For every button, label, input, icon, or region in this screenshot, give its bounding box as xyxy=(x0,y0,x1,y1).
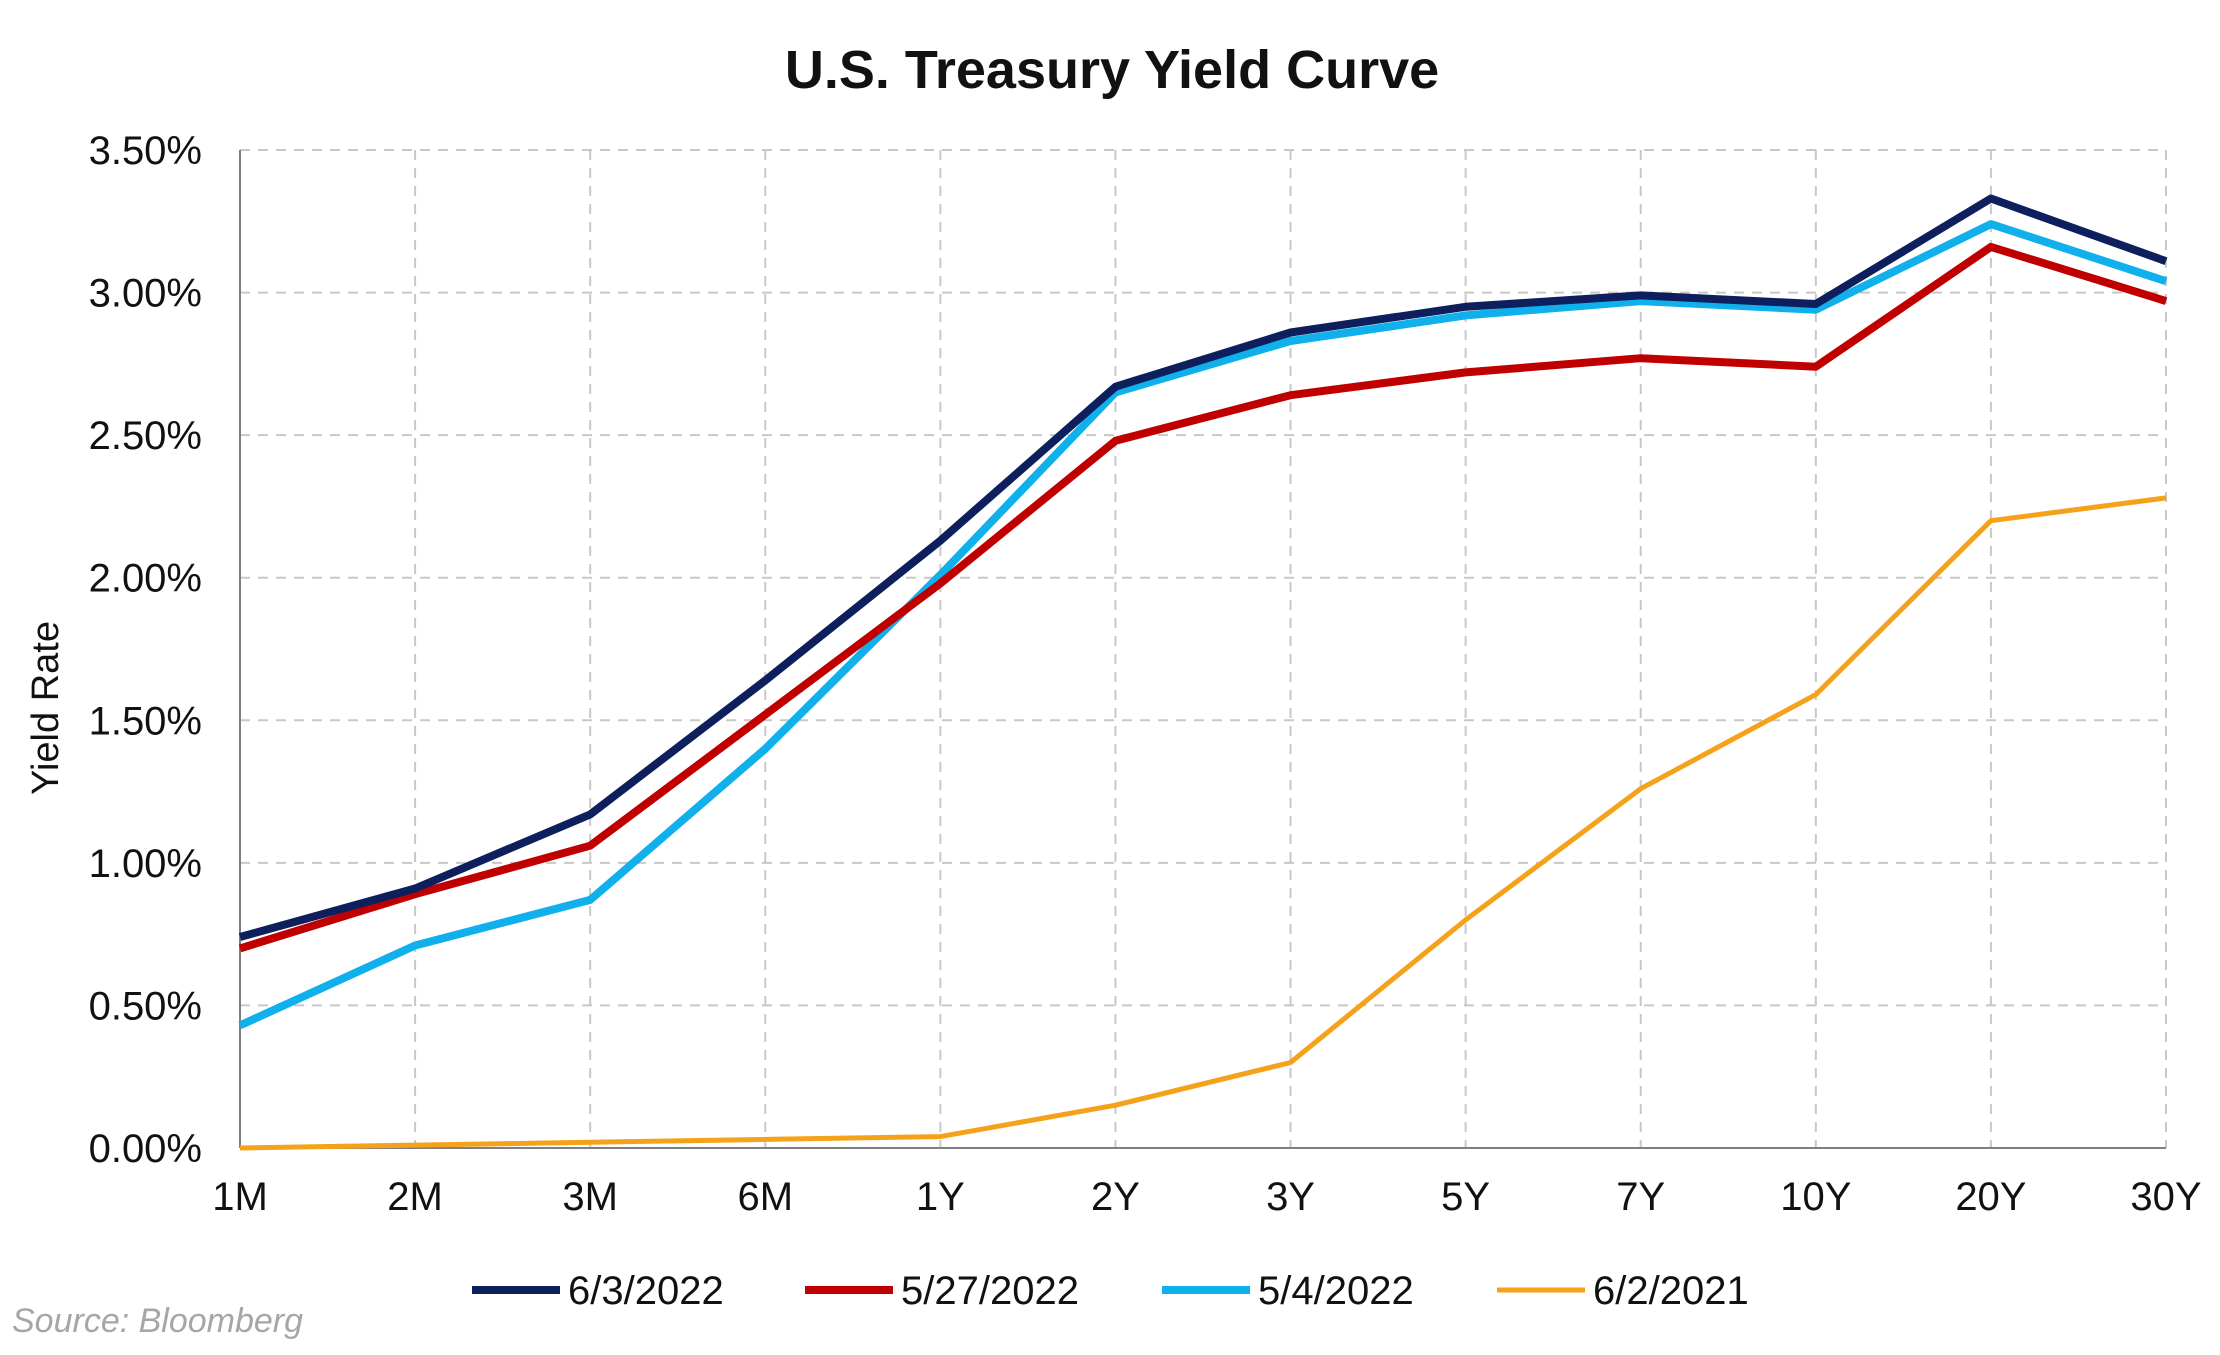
legend-label: 5/4/2022 xyxy=(1258,1269,1414,1313)
x-tick-label: 2Y xyxy=(1091,1175,1140,1219)
y-tick-label: 3.00% xyxy=(89,272,202,316)
x-tick-label: 30Y xyxy=(2130,1175,2201,1219)
series-line-1 xyxy=(238,242,2168,953)
x-tick-label: 10Y xyxy=(1780,1175,1851,1219)
y-tick-label: 0.50% xyxy=(89,984,202,1028)
source-note: Source: Bloomberg xyxy=(12,1302,303,1340)
x-tick-label: 7Y xyxy=(1616,1175,1665,1219)
x-tick-labels: 1M 2M 3M 6M 1Y 2Y 3Y 5Y 7Y 10Y 20Y 30Y xyxy=(212,1175,2201,1219)
legend-label: 6/2/2021 xyxy=(1593,1269,1749,1313)
x-tick-label: 20Y xyxy=(1955,1175,2026,1219)
y-tick-label: 1.50% xyxy=(89,699,202,743)
y-tick-label: 2.50% xyxy=(89,414,202,458)
legend-label: 6/3/2022 xyxy=(568,1269,724,1313)
series-line-2 xyxy=(238,220,2168,1030)
series-line-3 xyxy=(239,495,2167,1151)
series-lines xyxy=(238,194,2168,1151)
y-tick-label: 3.50% xyxy=(89,129,202,173)
legend: 6/3/2022 5/27/2022 5/4/2022 6/2/2021 xyxy=(472,1269,1749,1313)
x-tick-label: 3M xyxy=(562,1175,618,1219)
axes xyxy=(239,150,2166,1149)
y-tick-label: 0.00% xyxy=(89,1127,202,1171)
y-tick-label: 1.00% xyxy=(89,842,202,886)
x-tick-label: 5Y xyxy=(1441,1175,1490,1219)
x-tick-label: 3Y xyxy=(1266,1175,1315,1219)
grid-lines xyxy=(240,149,2167,1148)
x-tick-label: 1M xyxy=(212,1175,268,1219)
series-line-0 xyxy=(238,194,2168,941)
x-tick-label: 2M xyxy=(387,1175,443,1219)
x-tick-label: 1Y xyxy=(916,1175,965,1219)
y-axis-title: Yield Rate xyxy=(25,621,67,795)
chart-title: U.S. Treasury Yield Curve xyxy=(785,40,1439,100)
x-tick-label: 6M xyxy=(737,1175,793,1219)
y-tick-labels: 0.00% 0.50% 1.00% 1.50% 2.00% 2.50% 3.00% 3.50% xyxy=(89,129,202,1171)
y-tick-label: 2.00% xyxy=(89,557,202,601)
legend-label: 5/27/2022 xyxy=(901,1269,1079,1313)
